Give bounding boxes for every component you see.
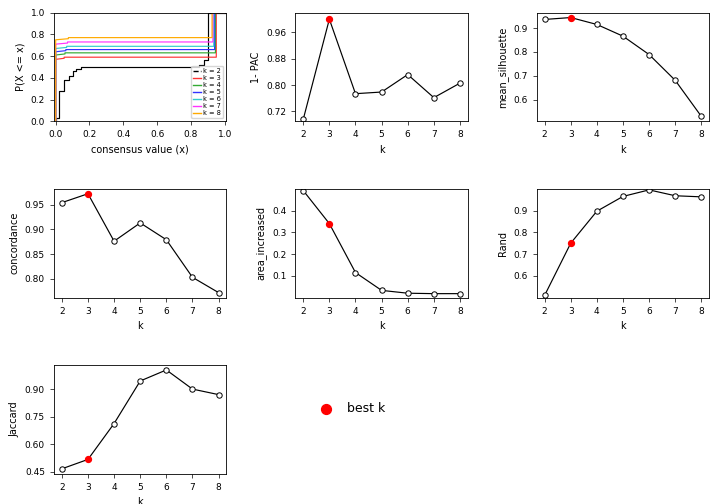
X-axis label: k: k <box>620 145 626 155</box>
Point <box>213 391 225 399</box>
Point <box>617 32 629 40</box>
Y-axis label: mean_silhouette: mean_silhouette <box>497 26 508 108</box>
Point <box>565 239 577 247</box>
Point <box>454 290 466 298</box>
Point <box>454 79 466 87</box>
X-axis label: k: k <box>138 321 143 331</box>
Point <box>591 207 603 215</box>
Point <box>696 112 707 120</box>
X-axis label: consensus value (x): consensus value (x) <box>91 145 189 155</box>
Point <box>644 50 655 58</box>
Point <box>428 290 440 298</box>
Point <box>82 190 94 198</box>
Text: best k: best k <box>347 402 385 415</box>
Point <box>376 88 387 96</box>
Point <box>82 456 94 464</box>
Point <box>213 289 225 297</box>
Point <box>539 291 550 299</box>
X-axis label: k: k <box>379 145 384 155</box>
Y-axis label: 1- PAC: 1- PAC <box>251 51 261 83</box>
X-axis label: k: k <box>138 497 143 504</box>
Point <box>161 236 172 244</box>
Point <box>135 219 146 227</box>
Y-axis label: Jaccard: Jaccard <box>9 402 19 437</box>
Point <box>591 21 603 29</box>
Point <box>186 273 198 281</box>
Point <box>56 199 68 207</box>
Point <box>297 186 309 195</box>
Point <box>402 289 413 297</box>
X-axis label: k: k <box>620 321 626 331</box>
Point <box>565 14 577 22</box>
Y-axis label: area_increased: area_increased <box>256 206 266 280</box>
Point <box>297 115 309 123</box>
Point <box>428 94 440 102</box>
Point <box>402 71 413 79</box>
Point <box>323 220 335 228</box>
Point <box>696 193 707 201</box>
Y-axis label: P(X <= x): P(X <= x) <box>15 43 25 91</box>
Point <box>670 76 681 84</box>
Point <box>539 16 550 24</box>
Point <box>186 385 198 393</box>
Y-axis label: Rand: Rand <box>498 231 508 256</box>
Point <box>323 15 335 23</box>
Point <box>350 269 361 277</box>
Point <box>376 286 387 294</box>
Point <box>670 192 681 200</box>
Point <box>108 419 120 427</box>
X-axis label: k: k <box>379 321 384 331</box>
Point <box>56 465 68 473</box>
Point <box>350 90 361 98</box>
Legend: k = 2, k = 3, k = 4, k = 5, k = 6, k = 7, k = 8: k = 2, k = 3, k = 4, k = 5, k = 6, k = 7… <box>192 66 223 118</box>
Point <box>644 186 655 194</box>
Point <box>135 377 146 385</box>
Point <box>108 237 120 245</box>
Y-axis label: concordance: concordance <box>9 212 19 274</box>
Point <box>617 193 629 201</box>
Point <box>161 366 172 374</box>
